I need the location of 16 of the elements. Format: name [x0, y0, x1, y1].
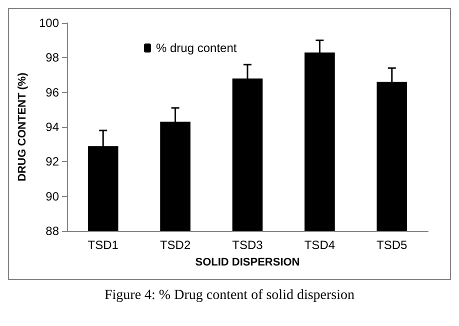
y-tick-label: 92	[46, 154, 60, 169]
x-tick-label: TSD2	[160, 238, 191, 252]
y-tick-label: 90	[46, 189, 60, 204]
caption: Figure 4: % Drug content of solid dispersion	[103, 288, 356, 304]
y-tick-label: 100	[38, 16, 60, 30]
legend-label: % drug content	[156, 41, 238, 55]
y-axis-title: DRUG CONTENT (%)	[16, 72, 29, 182]
y-tick-label: 94	[46, 120, 60, 134]
x-axis-title: SOLID DISPERSION	[195, 256, 300, 268]
x-tick-label: TSD1	[88, 238, 119, 252]
y-tick-label: 88	[46, 224, 60, 238]
x-tick-label: TSD5	[376, 238, 408, 252]
x-tick-label: TSD3	[232, 238, 264, 252]
y-tick-label: 98	[46, 50, 60, 65]
x-tick-label: TSD4	[304, 238, 336, 252]
y-tick-label: 96	[46, 85, 60, 100]
